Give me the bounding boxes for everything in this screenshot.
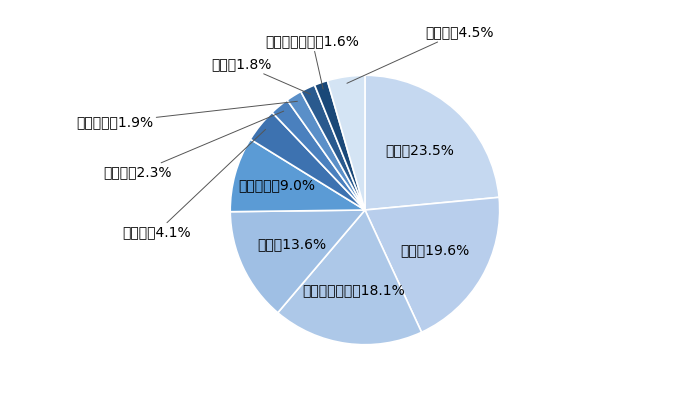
Text: オランダ、1.9%: オランダ、1.9%	[76, 101, 298, 129]
Text: 米国、19.6%: 米国、19.6%	[400, 243, 470, 257]
Wedge shape	[365, 75, 499, 210]
Text: 日本、13.6%: 日本、13.6%	[258, 237, 326, 252]
Text: 韓国、23.5%: 韓国、23.5%	[385, 143, 454, 157]
Text: ドイツ、4.1%: ドイツ、4.1%	[122, 129, 265, 239]
Wedge shape	[287, 92, 365, 210]
Text: スウェーデン、1.6%: スウェーデン、1.6%	[265, 34, 359, 89]
Text: フランス、9.0%: フランス、9.0%	[238, 178, 315, 192]
Text: その他、4.5%: その他、4.5%	[347, 25, 494, 83]
Wedge shape	[230, 139, 365, 212]
Wedge shape	[328, 75, 365, 210]
Wedge shape	[272, 100, 365, 210]
Wedge shape	[301, 85, 365, 210]
Wedge shape	[278, 210, 421, 345]
Text: カナダ、2.3%: カナダ、2.3%	[104, 111, 284, 180]
Text: 中国、1.8%: 中国、1.8%	[211, 57, 311, 94]
Wedge shape	[365, 197, 500, 332]
Wedge shape	[251, 113, 365, 210]
Wedge shape	[314, 81, 365, 210]
Wedge shape	[230, 210, 365, 313]
Text: フィンランド、18.1%: フィンランド、18.1%	[302, 283, 405, 297]
